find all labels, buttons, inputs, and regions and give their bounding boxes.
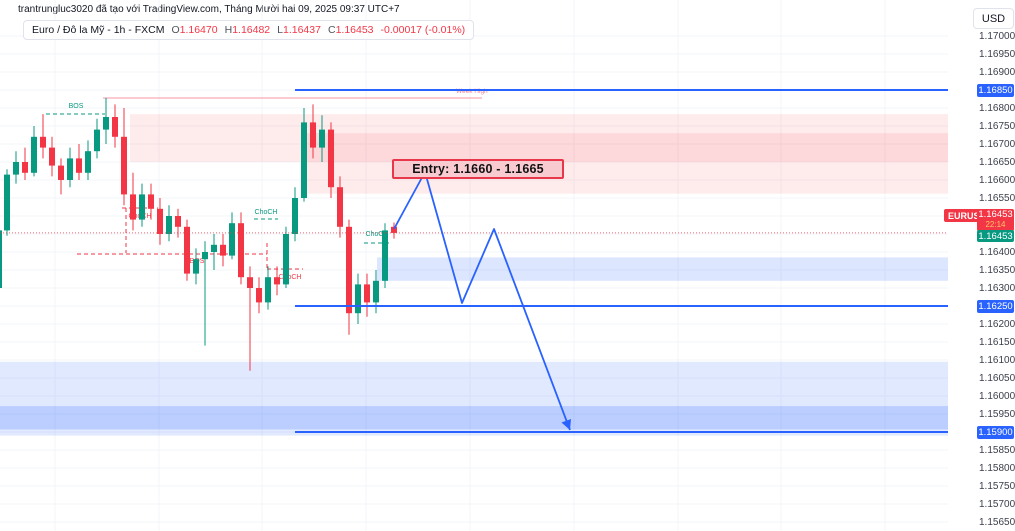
price-tick: 1.15650 xyxy=(979,517,1015,528)
candle-up xyxy=(382,230,388,281)
ohlc-high: H 1.16482 xyxy=(224,24,271,36)
candle-down xyxy=(157,208,163,234)
bar-countdown: 22:14 xyxy=(985,220,1006,229)
price-tick: 1.15850 xyxy=(979,445,1015,456)
candle-down xyxy=(391,226,397,233)
candle-up xyxy=(67,158,73,180)
candle-down xyxy=(22,162,28,173)
structure-label: ChoCH xyxy=(279,274,302,281)
candle-up xyxy=(13,162,19,175)
price-tick: 1.16000 xyxy=(979,391,1015,402)
price-tick: 1.16950 xyxy=(979,49,1015,60)
candle-up xyxy=(202,252,208,260)
price-tick: 1.16300 xyxy=(979,283,1015,294)
price-tick: 1.16100 xyxy=(979,355,1015,366)
candle-up xyxy=(211,244,217,252)
price-tick: 1.16050 xyxy=(979,373,1015,384)
candle-down xyxy=(49,147,55,166)
entry-annotation[interactable]: Entry: 1.1660 - 1.1665 xyxy=(392,159,564,179)
candle-down xyxy=(175,216,181,227)
level-price-badge: 1.16250 xyxy=(977,299,1014,313)
candle-up xyxy=(319,129,325,148)
level-price-badge: 1.16850 xyxy=(977,83,1014,97)
symbol-label-text: EURUSD xyxy=(948,210,987,221)
candle-down xyxy=(112,117,118,137)
candle-up xyxy=(265,277,271,303)
demand-zone-core xyxy=(0,406,948,430)
price-tick: 1.17000 xyxy=(979,31,1015,42)
ohlc-low: L 1.16437 xyxy=(277,24,321,36)
structure-label: BOS xyxy=(69,103,84,110)
candle-down xyxy=(40,136,46,148)
last-price-badge: 1.16453 22:14 xyxy=(977,209,1014,231)
candle-up xyxy=(94,129,100,152)
demand-zone-lower xyxy=(0,361,948,436)
zigzag-arrowhead-icon xyxy=(561,419,571,430)
entry-annotation-text: Entry: 1.1660 - 1.1665 xyxy=(412,162,544,176)
supply-zone-upper xyxy=(130,114,948,162)
currency-toggle-button[interactable]: USD xyxy=(973,8,1014,29)
candle-up xyxy=(283,234,289,285)
chart-legend[interactable]: Euro / Đô la Mỹ - 1h - FXCM O 1.16470 H 1.… xyxy=(23,20,475,40)
attribution-text: trantrungluc3020 đã tạo với TradingView.… xyxy=(18,4,400,15)
week-high-label: Week High xyxy=(456,88,488,95)
price-tick: 1.16900 xyxy=(979,67,1015,78)
chart-pane[interactable]: Week HighBOSChoCHChoCHBOSChoCHChoCH xyxy=(0,0,948,531)
price-tick: 1.16750 xyxy=(979,121,1015,132)
candle-down xyxy=(247,277,253,288)
price-tick: 1.16350 xyxy=(979,265,1015,276)
candle-up xyxy=(193,259,199,274)
price-tick: 1.15700 xyxy=(979,499,1015,510)
candle-up xyxy=(355,284,361,314)
candle-down xyxy=(121,136,127,195)
price-change: -0.00017 (-0.01%) xyxy=(380,24,466,36)
candle-down xyxy=(184,226,190,274)
candle-down xyxy=(328,129,334,188)
candle-down xyxy=(346,226,352,314)
zigzag-path[interactable] xyxy=(393,171,571,431)
price-tick: 1.16800 xyxy=(979,103,1015,114)
candle-down xyxy=(58,165,64,180)
ohlc-close: C 1.16453 xyxy=(327,24,374,36)
demand-zone-mid xyxy=(377,257,948,281)
candle-up xyxy=(139,194,145,220)
price-tick: 1.16650 xyxy=(979,157,1015,168)
candle-up xyxy=(301,122,307,198)
level-price-badge: 1.15900 xyxy=(977,425,1014,439)
price-tick: 1.15750 xyxy=(979,481,1015,492)
candle-up xyxy=(373,280,379,303)
candle-down xyxy=(310,122,316,148)
candle-up xyxy=(31,136,37,173)
price-tick: 1.16600 xyxy=(979,175,1015,186)
structure-label: ChoCH xyxy=(255,209,278,216)
candle-up xyxy=(229,223,235,256)
symbol-title[interactable]: Euro / Đô la Mỹ - 1h - FXCM xyxy=(32,24,165,36)
price-line-badge: 1.16453 xyxy=(977,230,1014,242)
price-tick: 1.16400 xyxy=(979,247,1015,258)
candle-down xyxy=(256,288,262,303)
candle-up xyxy=(103,117,109,130)
structure-label: ChoCH xyxy=(366,231,389,238)
candle-up xyxy=(166,216,172,234)
price-tick: 1.15950 xyxy=(979,409,1015,420)
candle-down xyxy=(220,244,226,256)
price-tick: 1.16550 xyxy=(979,193,1015,204)
candle-up xyxy=(85,151,91,173)
candle-down xyxy=(76,158,82,173)
candle-down xyxy=(238,223,244,278)
price-tick: 1.15800 xyxy=(979,463,1015,474)
candle-up xyxy=(4,174,10,231)
price-tick: 1.16150 xyxy=(979,337,1015,348)
candle-down xyxy=(130,194,136,220)
price-tick: 1.16700 xyxy=(979,139,1015,150)
price-tick: 1.16200 xyxy=(979,319,1015,330)
candle-down xyxy=(337,187,343,227)
candle-down xyxy=(274,277,280,285)
ohlc-open: O 1.16470 xyxy=(171,24,218,36)
candle-up xyxy=(0,230,2,288)
candle-up xyxy=(292,198,298,234)
candle-down xyxy=(364,284,370,303)
candle-down xyxy=(148,194,154,209)
last-price-value: 1.16453 xyxy=(978,209,1013,220)
